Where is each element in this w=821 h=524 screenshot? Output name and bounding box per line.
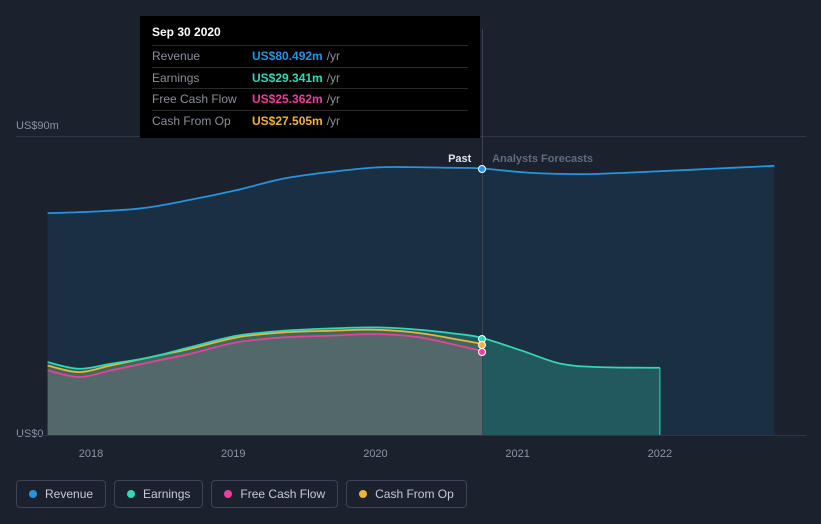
past-forecast-divider	[482, 29, 483, 435]
tooltip-date: Sep 30 2020	[152, 24, 468, 45]
tooltip-row: RevenueUS$80.492m/yr	[152, 45, 468, 67]
legend-item-earnings[interactable]: Earnings	[114, 480, 203, 508]
fcf-swatch-icon	[224, 490, 232, 498]
tooltip-row-label: Earnings	[152, 70, 252, 87]
legend-item-label: Free Cash Flow	[240, 487, 325, 501]
tooltip-row-value: US$25.362m	[252, 91, 323, 108]
x-tick: 2019	[221, 448, 245, 460]
past-label: Past	[448, 153, 471, 165]
tooltip-row-label: Revenue	[152, 48, 252, 65]
revenue-swatch-icon	[29, 490, 37, 498]
tooltip-row-value: US$27.505m	[252, 113, 323, 130]
tooltip-row-unit: /yr	[327, 70, 340, 87]
tooltip-row-value: US$80.492m	[252, 48, 323, 65]
legend-item-cfo[interactable]: Cash From Op	[346, 480, 467, 508]
tooltip-row-unit: /yr	[327, 91, 340, 108]
legend-item-label: Revenue	[45, 487, 93, 501]
legend-item-fcf[interactable]: Free Cash Flow	[211, 480, 338, 508]
tooltip-row-value: US$29.341m	[252, 70, 323, 87]
cfo-swatch-icon	[359, 490, 367, 498]
tooltip-row: EarningsUS$29.341m/yr	[152, 67, 468, 89]
plot-region[interactable]: Past Analysts Forecasts	[16, 136, 806, 436]
legend-item-label: Earnings	[143, 487, 190, 501]
tooltip-row-label: Free Cash Flow	[152, 91, 252, 108]
chart-area: US$90m US$0 Past Analysts Forecasts	[16, 120, 806, 450]
earnings-swatch-icon	[127, 490, 135, 498]
tooltip-row-unit: /yr	[327, 48, 340, 65]
plot-svg	[16, 137, 806, 435]
x-tick: 2021	[505, 448, 529, 460]
x-tick: 2018	[79, 448, 103, 460]
x-tick: 2022	[648, 448, 672, 460]
legend-item-revenue[interactable]: Revenue	[16, 480, 106, 508]
tooltip-row: Free Cash FlowUS$25.362m/yr	[152, 88, 468, 110]
tooltip-row: Cash From OpUS$27.505m/yr	[152, 110, 468, 132]
forecast-label: Analysts Forecasts	[492, 153, 593, 165]
tooltip: Sep 30 2020 RevenueUS$80.492m/yrEarnings…	[140, 16, 480, 138]
revenue-hover-dot	[478, 165, 486, 173]
legend-item-label: Cash From Op	[375, 487, 454, 501]
x-tick: 2020	[363, 448, 387, 460]
tooltip-row-label: Cash From Op	[152, 113, 252, 130]
tooltip-row-unit: /yr	[327, 113, 340, 130]
y-axis-max-label: US$90m	[16, 120, 59, 132]
legend: Revenue Earnings Free Cash Flow Cash From O…	[16, 480, 467, 508]
fcf-hover-dot	[478, 348, 486, 356]
x-axis: 2018 2019 2020 2021 2022	[16, 448, 806, 468]
